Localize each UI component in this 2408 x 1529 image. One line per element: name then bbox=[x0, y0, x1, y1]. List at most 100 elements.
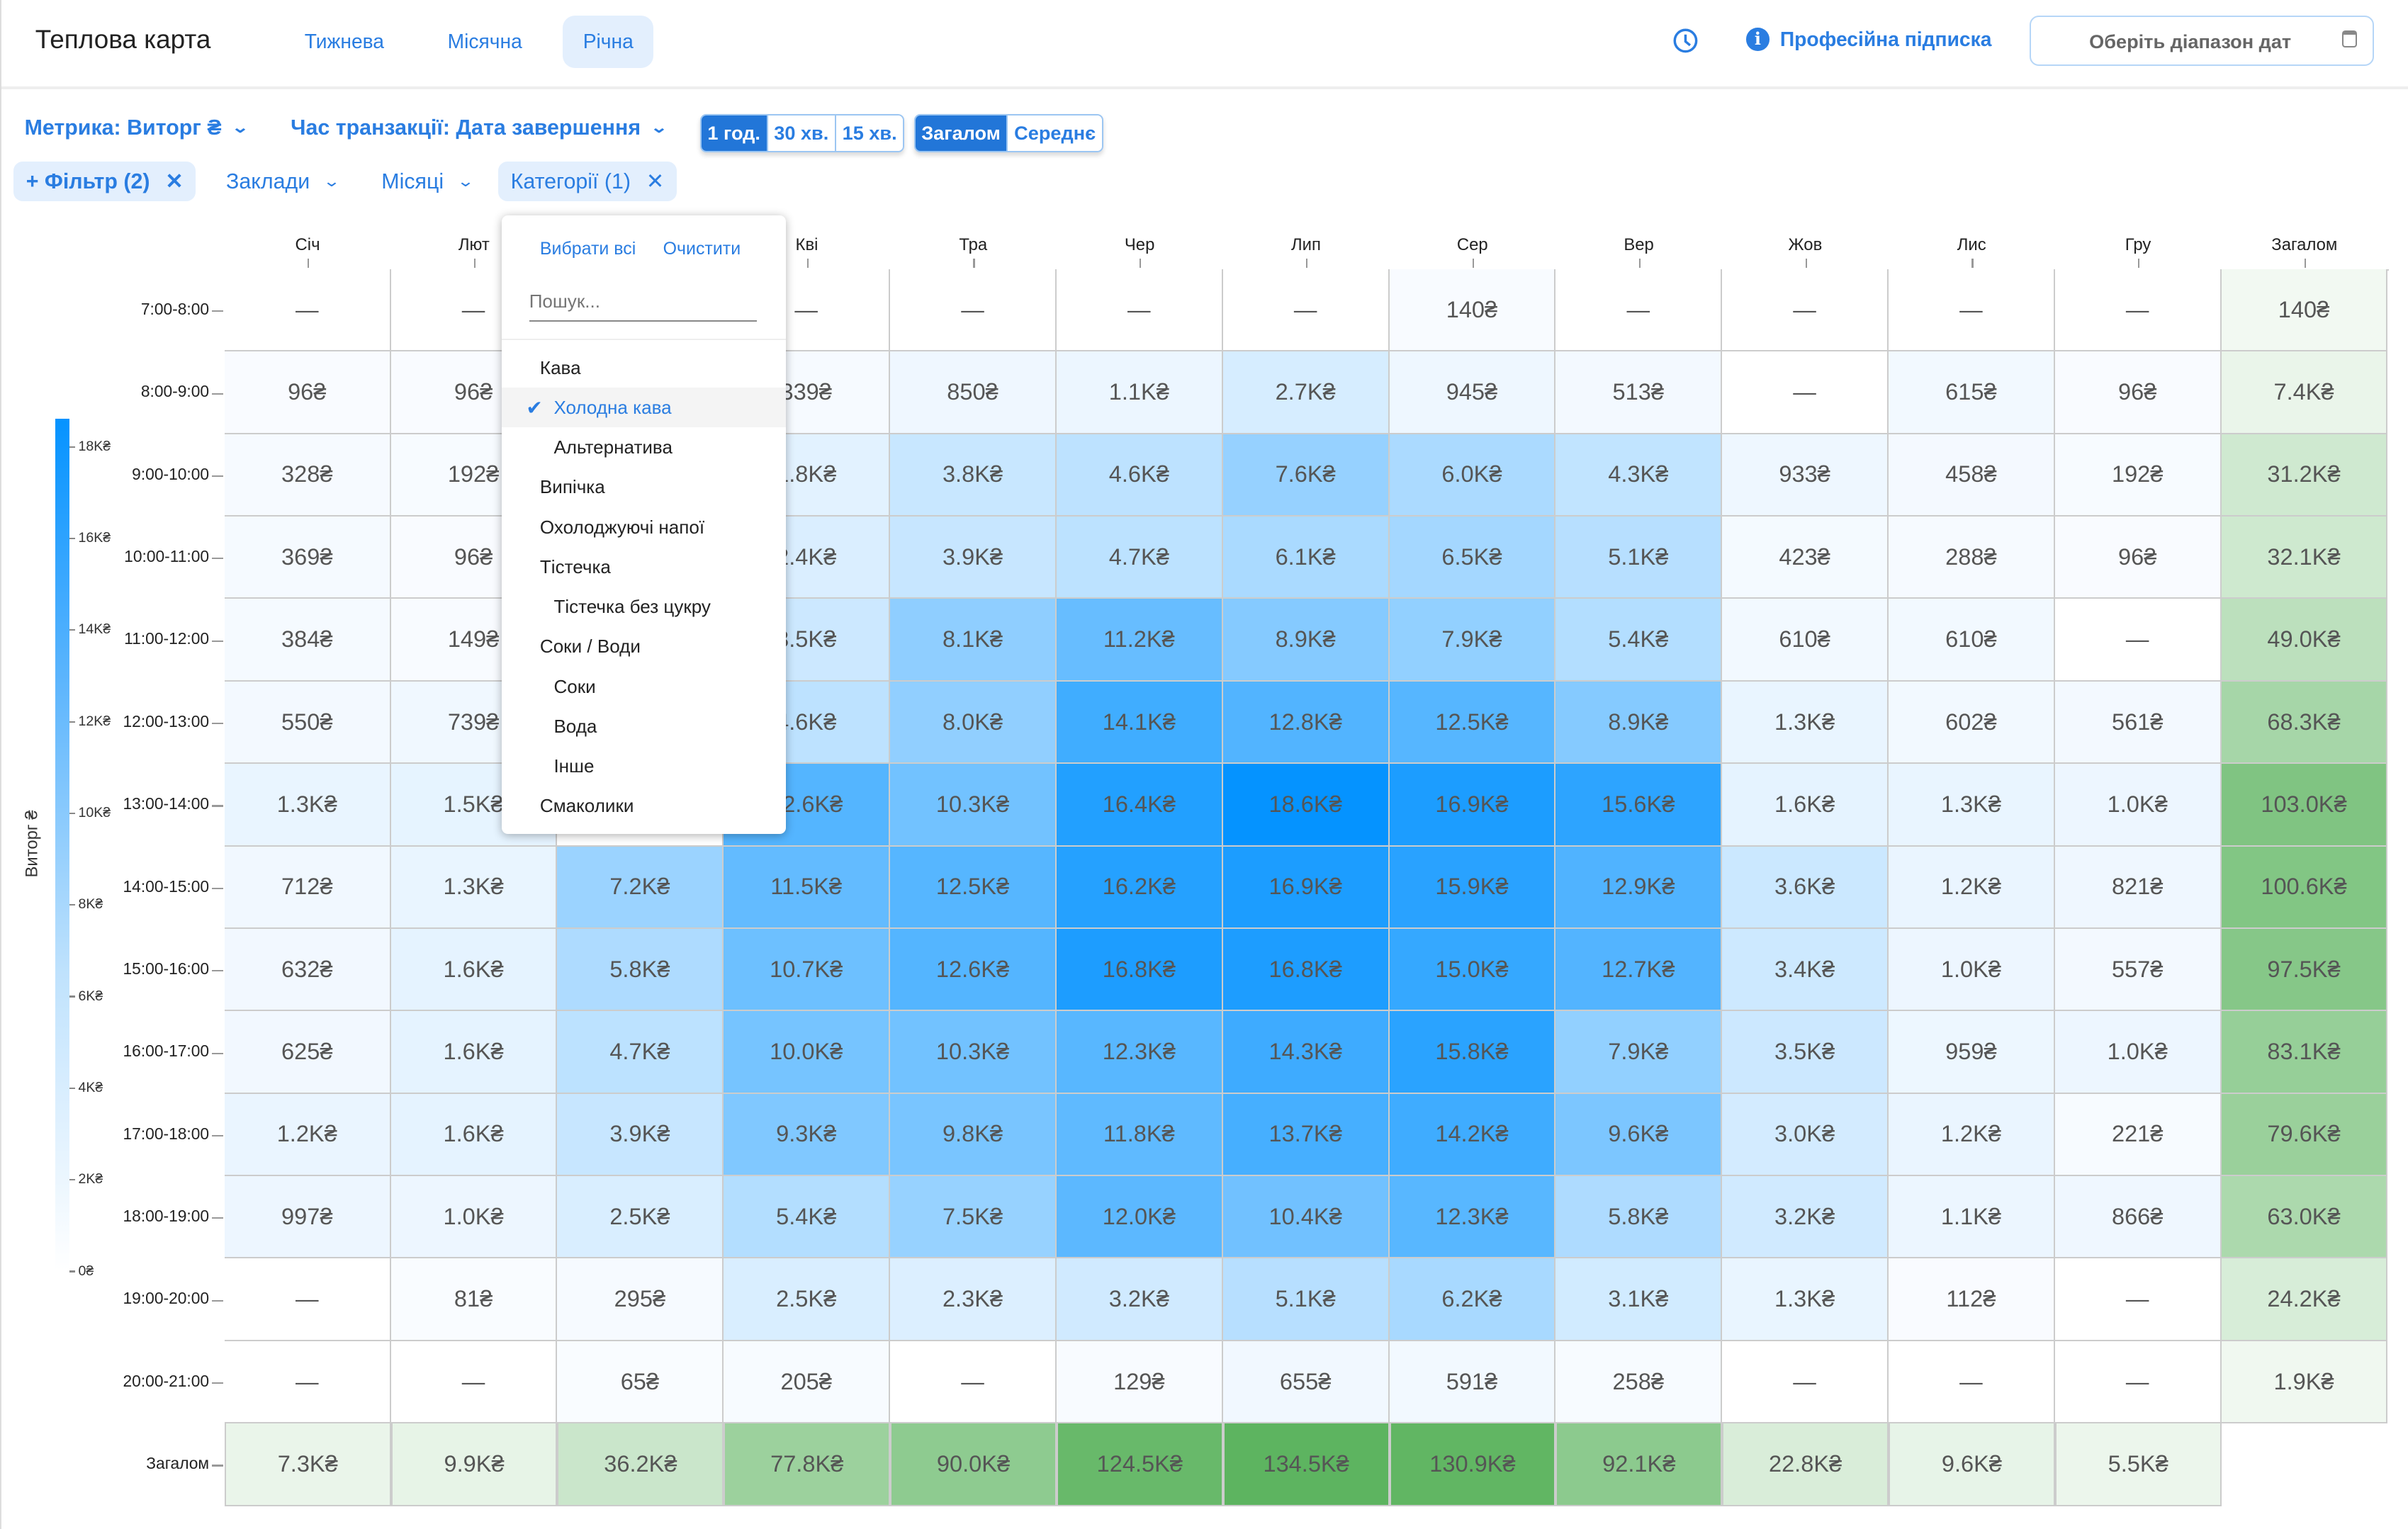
heatmap-cell[interactable]: 945₴ bbox=[1389, 351, 1556, 434]
heatmap-cell[interactable]: 140₴ bbox=[1389, 269, 1556, 352]
heatmap-cell[interactable]: 8.1K₴ bbox=[890, 599, 1057, 682]
venues-dropdown[interactable]: Заклади ⌄ bbox=[214, 162, 351, 201]
heatmap-cell[interactable]: 2.5K₴ bbox=[557, 1176, 724, 1259]
heatmap-cell[interactable]: 6.0K₴ bbox=[1389, 434, 1556, 517]
heatmap-cell[interactable]: 328₴ bbox=[224, 434, 391, 517]
select-all-link[interactable]: Вибрати всі bbox=[539, 238, 636, 259]
heatmap-cell[interactable]: 850₴ bbox=[890, 351, 1057, 434]
heatmap-cell[interactable]: 15.0K₴ bbox=[1389, 928, 1556, 1012]
heatmap-cell[interactable]: 12.5K₴ bbox=[1389, 681, 1556, 764]
heatmap-cell[interactable]: 7.4K₴ bbox=[2221, 351, 2388, 434]
heatmap-cell[interactable]: 458₴ bbox=[1888, 434, 2055, 517]
heatmap-cell[interactable]: 16.8K₴ bbox=[1222, 928, 1390, 1012]
heatmap-cell[interactable]: 1.0K₴ bbox=[1888, 928, 2055, 1012]
heatmap-cell[interactable]: 513₴ bbox=[1555, 351, 1723, 434]
heatmap-cell[interactable]: 7.2K₴ bbox=[557, 846, 724, 929]
heatmap-cell[interactable]: 31.2K₴ bbox=[2221, 434, 2388, 517]
heatmap-cell[interactable]: — bbox=[2054, 599, 2222, 682]
heatmap-cell[interactable]: 258₴ bbox=[1555, 1341, 1723, 1424]
menu-item-category[interactable]: Кава bbox=[502, 348, 787, 388]
heatmap-cell[interactable]: 11.8K₴ bbox=[1056, 1093, 1223, 1177]
heatmap-cell[interactable]: 205₴ bbox=[724, 1341, 891, 1424]
heatmap-cell[interactable]: — bbox=[1722, 351, 1889, 434]
heatmap-cell[interactable]: 5.8K₴ bbox=[1555, 1176, 1723, 1259]
heatmap-cell[interactable]: 10.0K₴ bbox=[724, 1011, 891, 1094]
tab-yearly[interactable]: Річна bbox=[563, 15, 653, 68]
tab-weekly[interactable]: Тижнева bbox=[304, 29, 385, 52]
heatmap-cell[interactable]: 32.1K₴ bbox=[2221, 517, 2388, 599]
heatmap-cell[interactable]: 3.5K₴ bbox=[1722, 1011, 1889, 1094]
heatmap-cell[interactable]: 22.8K₴ bbox=[1722, 1423, 1889, 1506]
heatmap-cell[interactable]: 591₴ bbox=[1389, 1341, 1556, 1424]
menu-item-category[interactable]: Смаколики bbox=[502, 786, 787, 825]
heatmap-cell[interactable]: 369₴ bbox=[224, 517, 391, 599]
heatmap-cell[interactable]: 3.0K₴ bbox=[1722, 1093, 1889, 1177]
heatmap-cell[interactable]: 15.9K₴ bbox=[1389, 846, 1556, 929]
heatmap-cell[interactable]: 1.0K₴ bbox=[2054, 1011, 2222, 1094]
heatmap-cell[interactable]: 1.3K₴ bbox=[1888, 764, 2055, 847]
menu-item-category[interactable]: Випічка bbox=[502, 467, 787, 507]
heatmap-cell[interactable]: — bbox=[2054, 1258, 2222, 1341]
menu-item-category[interactable]: Тістечка bbox=[502, 547, 787, 587]
heatmap-cell[interactable]: 6.1K₴ bbox=[1222, 517, 1390, 599]
heatmap-cell[interactable]: 36.2K₴ bbox=[557, 1423, 724, 1506]
heatmap-cell[interactable]: 997₴ bbox=[224, 1176, 391, 1259]
heatmap-cell[interactable]: 96₴ bbox=[2054, 351, 2222, 434]
pro-subscription-link[interactable]: i Професійна підписка bbox=[1746, 28, 1991, 51]
heatmap-cell[interactable]: 11.2K₴ bbox=[1056, 599, 1223, 682]
heatmap-cell[interactable]: 9.6K₴ bbox=[1888, 1423, 2055, 1506]
heatmap-cell[interactable]: 9.6K₴ bbox=[1555, 1093, 1723, 1177]
heatmap-cell[interactable]: 655₴ bbox=[1222, 1341, 1390, 1424]
heatmap-cell[interactable]: 1.3K₴ bbox=[224, 764, 391, 847]
heatmap-cell[interactable]: 632₴ bbox=[224, 928, 391, 1012]
metric-dropdown[interactable]: Метрика: Виторг ₴ ⌄ bbox=[25, 115, 249, 140]
heatmap-cell[interactable]: 2.7K₴ bbox=[1222, 351, 1390, 434]
heatmap-cell[interactable]: 625₴ bbox=[224, 1011, 391, 1094]
heatmap-cell[interactable]: 192₴ bbox=[2054, 434, 2222, 517]
heatmap-cell[interactable]: 2.5K₴ bbox=[724, 1258, 891, 1341]
heatmap-cell[interactable]: 10.4K₴ bbox=[1222, 1176, 1390, 1259]
heatmap-cell[interactable]: 16.9K₴ bbox=[1389, 764, 1556, 847]
heatmap-cell[interactable]: 1.1K₴ bbox=[1888, 1176, 2055, 1259]
heatmap-cell[interactable]: 295₴ bbox=[557, 1258, 724, 1341]
heatmap-cell[interactable]: 557₴ bbox=[2054, 928, 2222, 1012]
heatmap-cell[interactable]: 112₴ bbox=[1888, 1258, 2055, 1341]
menu-item-category[interactable]: Інше bbox=[502, 746, 787, 786]
heatmap-cell[interactable]: — bbox=[2054, 1341, 2222, 1424]
heatmap-cell[interactable]: 14.1K₴ bbox=[1056, 681, 1223, 764]
heatmap-cell[interactable]: — bbox=[1722, 1341, 1889, 1424]
heatmap-cell[interactable]: 12.3K₴ bbox=[1389, 1176, 1556, 1259]
heatmap-cell[interactable]: 6.2K₴ bbox=[1389, 1258, 1556, 1341]
heatmap-cell[interactable]: — bbox=[2054, 269, 2222, 352]
close-icon[interactable]: ✕ bbox=[165, 169, 184, 193]
heatmap-cell[interactable]: 12.5K₴ bbox=[890, 846, 1057, 929]
heatmap-cell[interactable]: 3.2K₴ bbox=[1056, 1258, 1223, 1341]
categories-chip[interactable]: Категорії (1) ✕ bbox=[498, 161, 677, 202]
heatmap-cell[interactable]: 4.6K₴ bbox=[1056, 434, 1223, 517]
heatmap-cell[interactable]: 81₴ bbox=[390, 1258, 558, 1341]
heatmap-cell[interactable]: 288₴ bbox=[1888, 517, 2055, 599]
heatmap-cell[interactable]: 77.8K₴ bbox=[724, 1423, 891, 1506]
heatmap-cell[interactable]: 3.9K₴ bbox=[890, 517, 1057, 599]
heatmap-cell[interactable]: 8.9K₴ bbox=[1222, 599, 1390, 682]
heatmap-cell[interactable]: — bbox=[390, 1341, 558, 1424]
heatmap-cell[interactable]: 3.6K₴ bbox=[1722, 846, 1889, 929]
heatmap-cell[interactable]: 5.4K₴ bbox=[724, 1176, 891, 1259]
heatmap-cell[interactable]: 12.8K₴ bbox=[1222, 681, 1390, 764]
mode-total[interactable]: Загалом bbox=[915, 115, 1007, 151]
months-dropdown[interactable]: Місяці ⌄ bbox=[369, 162, 484, 201]
heatmap-cell[interactable]: 7.6K₴ bbox=[1222, 434, 1390, 517]
interval-15m[interactable]: 15 хв. bbox=[834, 115, 904, 151]
heatmap-cell[interactable]: 3.2K₴ bbox=[1722, 1176, 1889, 1259]
heatmap-cell[interactable]: 8.9K₴ bbox=[1555, 681, 1723, 764]
heatmap-cell[interactable]: 90.0K₴ bbox=[890, 1423, 1057, 1506]
heatmap-cell[interactable]: 1.6K₴ bbox=[390, 1093, 558, 1177]
heatmap-cell[interactable]: 615₴ bbox=[1888, 351, 2055, 434]
menu-item-category[interactable]: Альтернатива bbox=[502, 427, 787, 467]
menu-item-category[interactable]: Тістечка без цукру bbox=[502, 587, 787, 626]
heatmap-cell[interactable]: 65₴ bbox=[557, 1341, 724, 1424]
heatmap-cell[interactable]: 16.9K₴ bbox=[1222, 846, 1390, 929]
heatmap-cell[interactable]: 12.9K₴ bbox=[1555, 846, 1723, 929]
heatmap-cell[interactable]: 14.2K₴ bbox=[1389, 1093, 1556, 1177]
heatmap-cell[interactable]: 4.7K₴ bbox=[557, 1011, 724, 1094]
